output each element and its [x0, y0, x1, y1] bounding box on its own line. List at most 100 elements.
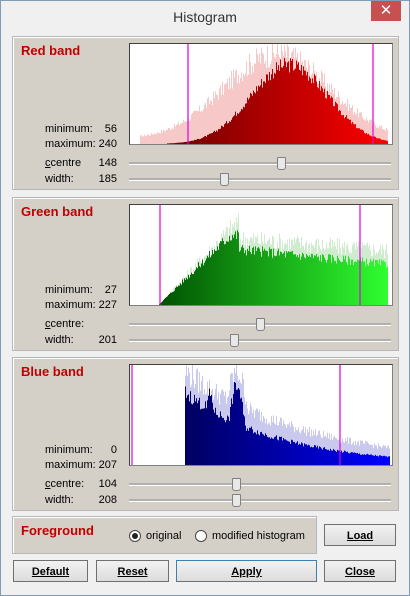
histogram-bar — [297, 255, 298, 305]
red-minimum-label: minimum: — [45, 123, 93, 135]
original-option-label[interactable]: original — [146, 530, 182, 542]
histogram-bar — [288, 61, 289, 144]
blue-centre-thumb[interactable] — [232, 478, 241, 491]
ghost-bar — [196, 110, 197, 144]
blue-width-slider[interactable] — [129, 494, 391, 507]
histogram-bar — [336, 451, 337, 465]
histogram-bar — [341, 115, 342, 144]
histogram-bar — [257, 247, 258, 305]
red-width-slider[interactable] — [129, 173, 391, 186]
histogram-bar — [341, 450, 342, 465]
histogram-bar — [258, 434, 259, 465]
histogram-bar — [349, 119, 350, 144]
histogram-bar — [310, 78, 311, 144]
apply-button[interactable]: Apply — [176, 560, 317, 582]
histogram-bar — [263, 434, 264, 465]
histogram-bar — [204, 408, 205, 465]
histogram-bar — [338, 450, 339, 465]
histogram-bar — [227, 123, 228, 144]
histogram-bar — [308, 256, 309, 305]
ghost-bar — [152, 134, 153, 144]
histogram-bar — [369, 262, 370, 305]
histogram-bar — [291, 60, 292, 144]
ghost-bar — [162, 132, 163, 144]
histogram-bar — [311, 253, 312, 305]
histogram-bar — [233, 237, 234, 305]
histogram-bar — [250, 92, 251, 144]
histogram-bar — [343, 255, 344, 305]
green-width-thumb[interactable] — [230, 334, 239, 347]
histogram-bar — [385, 140, 386, 144]
histogram-bar — [255, 246, 256, 305]
histogram-bar — [281, 251, 282, 305]
histogram-bar — [255, 432, 256, 465]
ghost-bar — [368, 122, 369, 144]
histogram-bar — [263, 250, 264, 305]
modified-histogram-radio[interactable] — [195, 530, 207, 542]
original-radio[interactable] — [129, 530, 141, 542]
ghost-bar — [201, 110, 202, 144]
ghost-bar — [215, 91, 216, 144]
red-width-thumb[interactable] — [220, 173, 229, 186]
histogram-bar — [319, 260, 320, 305]
green-centre-thumb[interactable] — [256, 318, 265, 331]
blue-width-thumb[interactable] — [232, 494, 241, 507]
histogram-bar — [356, 453, 357, 465]
blue-centre-slider[interactable] — [129, 478, 391, 491]
red-centre-thumb[interactable] — [277, 157, 286, 170]
histogram-bar — [329, 95, 330, 144]
histogram-bar — [286, 251, 287, 305]
histogram-bar — [205, 401, 206, 465]
histogram-bar — [242, 402, 243, 465]
ghost-bar — [362, 440, 363, 465]
ghost-bar — [211, 101, 212, 144]
green-width-slider[interactable] — [129, 334, 391, 347]
histogram-bar — [275, 436, 276, 465]
histogram-bar — [291, 251, 292, 305]
ghost-bar — [199, 105, 200, 144]
ghost-bar — [157, 131, 158, 144]
close-button[interactable]: Close — [324, 560, 396, 582]
histogram-bar — [297, 441, 298, 465]
histogram-bar — [315, 445, 316, 465]
histogram-bar — [273, 78, 274, 144]
ghost-bar — [208, 96, 209, 144]
histogram-bar — [247, 428, 248, 465]
red-centre-slider[interactable] — [129, 157, 391, 170]
histogram-bar — [274, 255, 275, 305]
histogram-bar — [201, 408, 202, 465]
histogram-bar — [275, 73, 276, 144]
blue-width-label: width: — [45, 494, 74, 506]
histogram-bar — [361, 261, 362, 305]
histogram-bar — [202, 137, 203, 144]
histogram-bar — [351, 259, 352, 305]
ghost-bar — [246, 61, 247, 144]
histogram-bar — [241, 247, 242, 305]
histogram-bar — [290, 251, 291, 305]
histogram-bar — [325, 449, 326, 465]
histogram-bar — [255, 93, 256, 144]
histogram-bar — [341, 262, 342, 305]
ghost-bar — [367, 120, 368, 144]
histogram-bar — [196, 139, 197, 144]
ghost-bar — [151, 132, 152, 144]
histogram-bar — [178, 142, 179, 144]
histogram-bar — [265, 82, 266, 144]
histogram-bar — [279, 436, 280, 465]
histogram-bar — [312, 78, 313, 144]
histogram-bar — [298, 444, 299, 465]
histogram-bar — [307, 255, 308, 305]
green-centre-slider[interactable] — [129, 318, 391, 331]
histogram-bar — [354, 452, 355, 465]
load-button[interactable]: Load — [324, 524, 396, 546]
histogram-bar — [213, 131, 214, 144]
default-button[interactable]: Default — [13, 560, 88, 582]
reset-button[interactable]: Reset — [96, 560, 169, 582]
histogram-bar — [172, 143, 173, 144]
modified-histogram-label[interactable]: modified histogram — [212, 530, 305, 542]
ghost-bar — [186, 121, 187, 144]
ghost-bar — [184, 121, 185, 144]
histogram-bar — [208, 257, 209, 305]
histogram-bar — [328, 449, 329, 465]
close-window-icon[interactable]: ✕ — [371, 1, 401, 21]
